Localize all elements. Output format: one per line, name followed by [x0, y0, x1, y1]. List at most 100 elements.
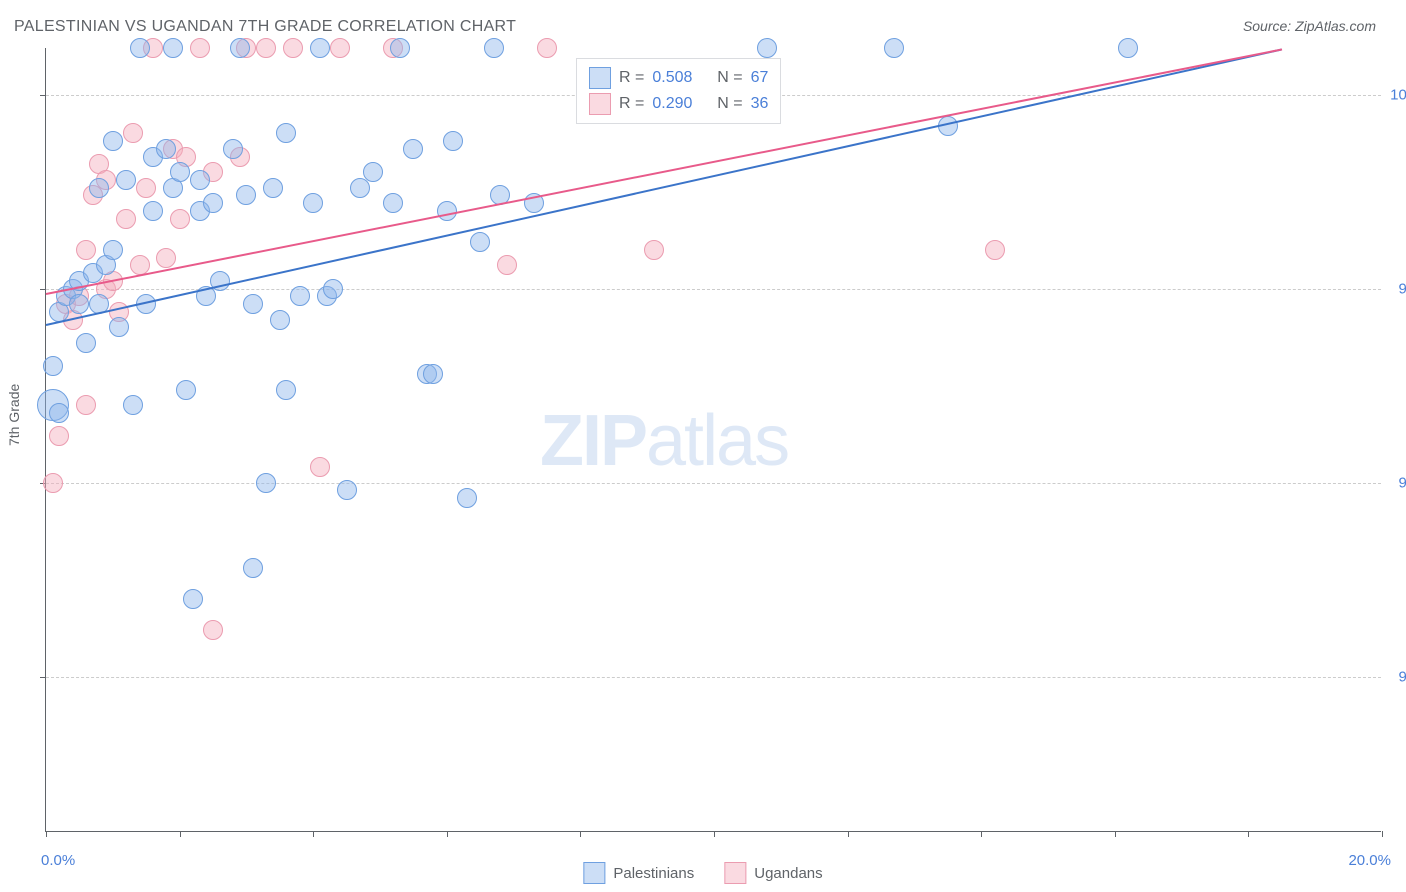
legend-n-value: 36	[751, 91, 769, 117]
scatter-point-palestinians	[383, 193, 403, 213]
scatter-point-ugandans	[76, 395, 96, 415]
legend-label: Palestinians	[613, 865, 694, 882]
scatter-point-palestinians	[116, 170, 136, 190]
source-label: Source: ZipAtlas.com	[1243, 18, 1376, 34]
scatter-point-palestinians	[443, 131, 463, 151]
scatter-point-palestinians	[203, 193, 223, 213]
legend-swatch	[589, 67, 611, 89]
legend-n-label: N =	[717, 91, 742, 117]
scatter-point-palestinians	[183, 589, 203, 609]
scatter-point-palestinians	[130, 38, 150, 58]
x-tick-label: 20.0%	[1348, 852, 1391, 869]
scatter-point-palestinians	[290, 286, 310, 306]
legend-swatch	[583, 862, 605, 884]
scatter-point-palestinians	[437, 201, 457, 221]
scatter-point-palestinians	[103, 240, 123, 260]
scatter-point-palestinians	[143, 201, 163, 221]
x-tick	[1382, 831, 1383, 837]
scatter-point-palestinians	[123, 395, 143, 415]
scatter-point-ugandans	[190, 38, 210, 58]
y-tick-label: 95.0%	[1398, 474, 1406, 491]
scatter-point-palestinians	[243, 294, 263, 314]
x-tick	[580, 831, 581, 837]
gridline	[46, 483, 1381, 484]
scatter-point-palestinians	[176, 380, 196, 400]
legend-item: Ugandans	[724, 862, 822, 884]
chart-title: PALESTINIAN VS UGANDAN 7TH GRADE CORRELA…	[14, 18, 516, 36]
scatter-point-ugandans	[985, 240, 1005, 260]
scatter-point-palestinians	[337, 480, 357, 500]
scatter-point-palestinians	[49, 403, 69, 423]
y-axis-title: 7th Grade	[6, 384, 22, 446]
legend-row: R =0.508 N =67	[589, 65, 768, 91]
scatter-point-ugandans	[43, 473, 63, 493]
x-tick	[981, 831, 982, 837]
gridline	[46, 677, 1381, 678]
x-tick	[714, 831, 715, 837]
scatter-point-palestinians	[263, 178, 283, 198]
scatter-point-palestinians	[363, 162, 383, 182]
scatter-point-palestinians	[243, 558, 263, 578]
y-tick	[40, 289, 46, 290]
scatter-point-ugandans	[49, 426, 69, 446]
y-tick	[40, 95, 46, 96]
scatter-point-palestinians	[76, 333, 96, 353]
scatter-point-palestinians	[223, 139, 243, 159]
scatter-point-ugandans	[537, 38, 557, 58]
scatter-point-palestinians	[484, 38, 504, 58]
scatter-point-ugandans	[497, 255, 517, 275]
legend-r-label: R =	[619, 65, 644, 91]
x-tick-label: 0.0%	[41, 852, 75, 869]
scatter-point-palestinians	[270, 310, 290, 330]
scatter-point-ugandans	[116, 209, 136, 229]
x-tick	[180, 831, 181, 837]
scatter-point-ugandans	[256, 38, 276, 58]
scatter-point-ugandans	[283, 38, 303, 58]
y-tick-label: 97.5%	[1398, 280, 1406, 297]
x-tick	[848, 831, 849, 837]
scatter-point-palestinians	[884, 38, 904, 58]
scatter-point-palestinians	[109, 317, 129, 337]
y-tick-label: 92.5%	[1398, 668, 1406, 685]
legend-n-label: N =	[717, 65, 742, 91]
scatter-point-palestinians	[1118, 38, 1138, 58]
legend-label: Ugandans	[754, 865, 822, 882]
scatter-point-ugandans	[170, 209, 190, 229]
scatter-point-palestinians	[103, 131, 123, 151]
scatter-point-palestinians	[310, 38, 330, 58]
scatter-point-palestinians	[276, 123, 296, 143]
gridline	[46, 289, 1381, 290]
scatter-point-ugandans	[123, 123, 143, 143]
y-tick	[40, 677, 46, 678]
scatter-point-palestinians	[403, 139, 423, 159]
scatter-point-palestinians	[89, 178, 109, 198]
legend-n-value: 67	[751, 65, 769, 91]
scatter-point-ugandans	[644, 240, 664, 260]
scatter-point-palestinians	[350, 178, 370, 198]
scatter-point-palestinians	[230, 38, 250, 58]
scatter-point-palestinians	[323, 279, 343, 299]
plot-area: 92.5%95.0%97.5%100.0%0.0%20.0%R =0.508 N…	[45, 48, 1381, 832]
legend-row: R = 0.290 N = 36	[589, 91, 768, 117]
scatter-point-ugandans	[76, 240, 96, 260]
scatter-point-palestinians	[423, 364, 443, 384]
x-tick	[1115, 831, 1116, 837]
scatter-point-palestinians	[303, 193, 323, 213]
y-tick-label: 100.0%	[1390, 86, 1406, 103]
scatter-point-palestinians	[256, 473, 276, 493]
scatter-point-palestinians	[163, 38, 183, 58]
scatter-point-ugandans	[203, 620, 223, 640]
scatter-point-palestinians	[757, 38, 777, 58]
scatter-point-palestinians	[190, 170, 210, 190]
scatter-point-palestinians	[236, 185, 256, 205]
scatter-point-ugandans	[136, 178, 156, 198]
legend-swatch	[724, 862, 746, 884]
legend-r-value: 0.290	[652, 91, 692, 117]
legend-r-label: R =	[619, 91, 644, 117]
bottom-legend: Palestinians Ugandans	[583, 862, 822, 884]
legend-swatch	[589, 93, 611, 115]
x-tick	[1248, 831, 1249, 837]
legend-item: Palestinians	[583, 862, 694, 884]
scatter-point-palestinians	[457, 488, 477, 508]
scatter-point-palestinians	[69, 294, 89, 314]
